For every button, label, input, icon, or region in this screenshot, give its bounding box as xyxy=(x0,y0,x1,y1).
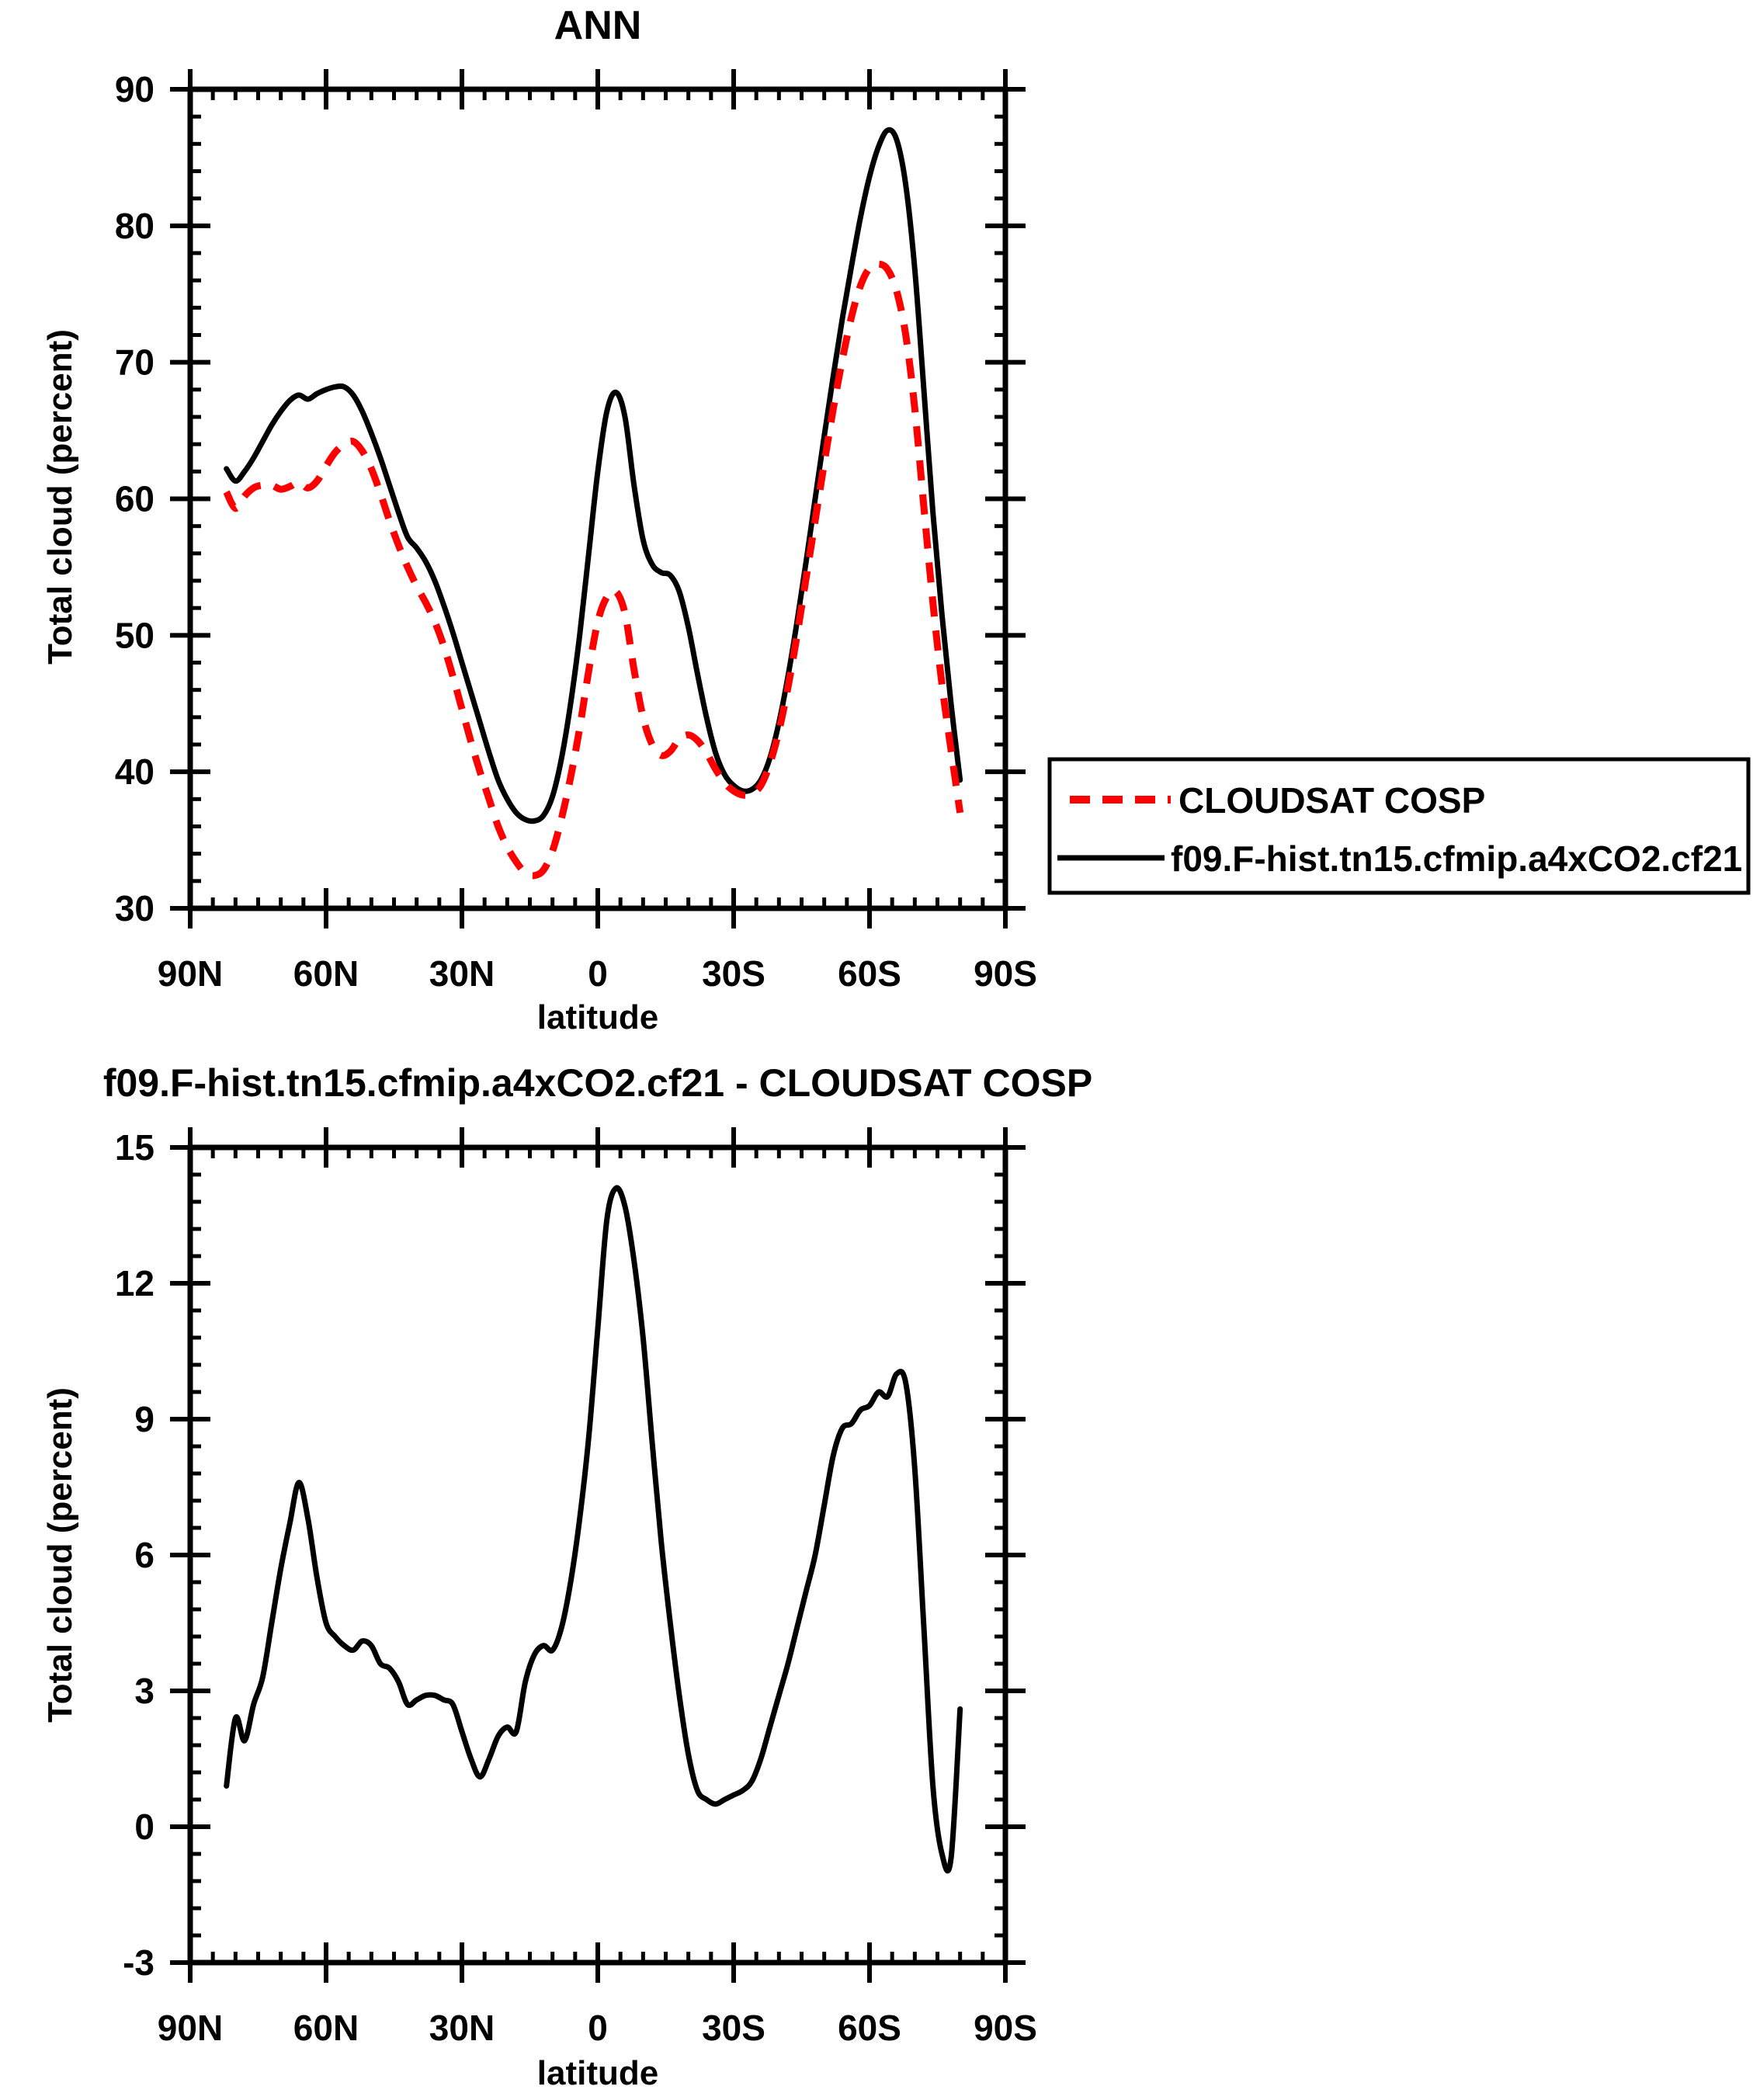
y-tick-label: 3 xyxy=(134,1671,154,1711)
y-tick-label: 60 xyxy=(115,479,154,519)
observation-line-top xyxy=(227,264,960,876)
legend-label-observation: CLOUDSAT COSP xyxy=(1179,780,1485,821)
y-tick-label: 40 xyxy=(115,751,154,792)
difference-line xyxy=(227,1188,960,1871)
y-tick-label: -3 xyxy=(123,1942,154,1983)
x-tick-label: 60S xyxy=(838,953,901,994)
top-panel-y-tick-labels: 90 80 70 60 50 40 30 xyxy=(115,69,154,929)
x-tick-label: 30S xyxy=(702,2008,765,2048)
y-tick-label: 90 xyxy=(115,69,154,109)
y-tick-label: 80 xyxy=(115,206,154,246)
top-panel: ANN 90 80 70 60 50 40 30 90N 60N 30N 0 30S 60S 90S T… xyxy=(41,3,1037,1036)
legend-box: CLOUDSAT COSP f09.F-hist.tn15.cfmip.a4xC… xyxy=(1050,759,1748,893)
top-panel-ticks xyxy=(170,69,1026,929)
x-tick-label: 30N xyxy=(429,2008,495,2048)
legend-label-model: f09.F-hist.tn15.cfmip.a4xCO2.cf21 xyxy=(1171,838,1742,879)
top-panel-y-axis-label: Total cloud (percent) xyxy=(41,329,79,665)
x-tick-label: 60N xyxy=(293,2008,359,2048)
bottom-panel-ticks xyxy=(170,1127,1026,1983)
y-tick-label: 15 xyxy=(115,1127,154,1168)
top-panel-title: ANN xyxy=(554,3,642,48)
bottom-panel-y-tick-labels: 15 12 9 6 3 0 -3 xyxy=(115,1127,154,1983)
figure-container: ANN 90807060504030 90N60N30N030S60S90S T… xyxy=(0,0,1753,2100)
x-tick-label: 30N xyxy=(429,953,495,994)
y-tick-label: 0 xyxy=(134,1807,154,1847)
y-tick-label: 30 xyxy=(115,888,154,929)
y-tick-label: 70 xyxy=(115,342,154,383)
x-tick-label: 60S xyxy=(838,2008,901,2048)
x-tick-label: 0 xyxy=(588,2008,608,2048)
x-tick-label: 60N xyxy=(293,953,359,994)
bottom-panel: 15 12 9 6 3 0 -3 90N 60N 30N 0 30S 60S 90S Total clo… xyxy=(41,1127,1037,2092)
y-tick-label: 9 xyxy=(134,1399,154,1439)
y-tick-label: 50 xyxy=(115,615,154,655)
x-tick-label: 30S xyxy=(702,953,765,994)
top-panel-x-axis-label: latitude xyxy=(537,998,658,1036)
bottom-panel-y-axis-label: Total cloud (percent) xyxy=(41,1387,79,1723)
x-tick-label: 0 xyxy=(588,953,608,994)
model-line-top xyxy=(227,130,960,821)
bottom-panel-x-axis-label: latitude xyxy=(537,2054,658,2092)
top-plot-frame xyxy=(190,89,1005,908)
x-tick-label: 90S xyxy=(974,953,1037,994)
y-tick-label: 6 xyxy=(134,1535,154,1575)
chart-canvas: ANN 90807060504030 90N60N30N030S60S90S T… xyxy=(0,0,1753,2100)
difference-panel-title: f09.F-hist.tn15.cfmip.a4xCO2.cf21 - CLOU… xyxy=(103,1061,1092,1105)
x-tick-label: 90S xyxy=(974,2008,1037,2048)
x-tick-label: 90N xyxy=(158,2008,223,2048)
top-panel-x-tick-labels: 90N 60N 30N 0 30S 60S 90S xyxy=(158,953,1037,994)
bottom-panel-x-tick-labels: 90N 60N 30N 0 30S 60S 90S xyxy=(158,2008,1037,2048)
x-tick-label: 90N xyxy=(158,953,223,994)
y-tick-label: 12 xyxy=(115,1263,154,1303)
